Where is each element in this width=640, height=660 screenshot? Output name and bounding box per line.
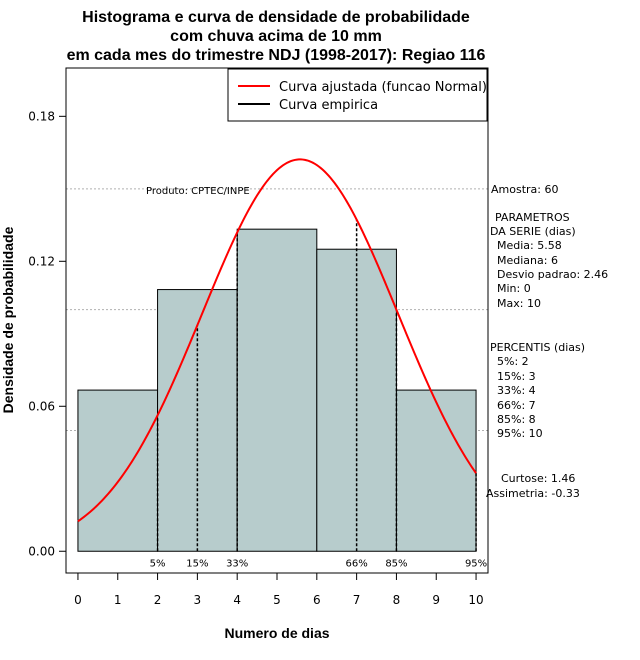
legend: Curva ajustada (funcao Normal) Curva emp… xyxy=(227,68,488,122)
x-tick-label-10: 10 xyxy=(468,593,483,607)
percentile-markers: 5% 15% 33% 66% 85% 95% xyxy=(150,219,487,569)
param-desvio: Desvio padrao: 2.46 xyxy=(497,268,608,281)
assimetria: Assimetria: -0.33 xyxy=(486,487,580,500)
stats-panel: Amostra: 60 PARAMETROS DA SERIE (dias) M… xyxy=(486,183,608,500)
percentis-title: PERCENTIS (dias) xyxy=(490,341,585,354)
x-tick-label-0: 0 xyxy=(74,593,82,607)
percentil-66: 66%: 7 xyxy=(497,399,536,412)
percentil-95: 95%: 10 xyxy=(497,427,543,440)
percentile-label-5: 95% xyxy=(465,558,487,569)
x-tick-label-6: 6 xyxy=(313,593,321,607)
x-tick-label-8: 8 xyxy=(393,593,401,607)
histogram-bars xyxy=(77,228,477,552)
x-axis-title: Numero de dias xyxy=(224,625,329,641)
product-annotation: Produto: CPTEC/INPE xyxy=(146,186,250,197)
axes: 0 1 2 3 4 5 6 7 8 9 10 0.00 0.06 0.12 0.18 xyxy=(28,109,483,607)
y-tick-label-1: 0.06 xyxy=(28,399,55,413)
x-tick-label-3: 3 xyxy=(194,593,202,607)
curtose: Curtose: 1.46 xyxy=(501,472,575,485)
legend-normal-label: Curva ajustada (funcao Normal) xyxy=(279,80,487,95)
x-tick-label-9: 9 xyxy=(432,593,440,607)
percentil-5: 5%: 2 xyxy=(497,355,529,368)
percentil-15: 15%: 3 xyxy=(497,370,536,383)
sample-size: Amostra: 60 xyxy=(491,183,558,196)
histogram-bar-0 xyxy=(77,389,159,552)
percentile-label-4: 85% xyxy=(385,558,407,569)
percentil-85: 85%: 8 xyxy=(497,413,536,426)
x-tick-label-1: 1 xyxy=(114,593,122,607)
y-tick-label-2: 0.12 xyxy=(28,254,55,268)
percentil-33: 33%: 4 xyxy=(497,384,536,397)
chart-title-line-3: em cada mes do trimestre NDJ (1998-2017)… xyxy=(67,47,486,64)
params-title-2: DA SERIE (dias) xyxy=(490,225,576,238)
x-tick-label-7: 7 xyxy=(353,593,361,607)
x-tick-label-5: 5 xyxy=(273,593,281,607)
x-tick-label-2: 2 xyxy=(154,593,162,607)
legend-empirical-label: Curva empirica xyxy=(279,98,378,113)
percentile-label-0: 5% xyxy=(150,558,166,569)
legend-box xyxy=(227,68,488,122)
x-tick-label-4: 4 xyxy=(233,593,241,607)
chart-title-line-1: Histograma e curva de densidade de proba… xyxy=(82,9,470,26)
percentile-label-3: 66% xyxy=(346,558,368,569)
param-max: Max: 10 xyxy=(497,297,541,310)
percentile-label-2: 33% xyxy=(226,558,248,569)
percentile-label-1: 15% xyxy=(186,558,208,569)
param-mediana: Mediana: 6 xyxy=(497,254,558,267)
chart-title-line-2: com chuva acima de 10 mm xyxy=(170,28,382,45)
y-tick-label-3: 0.18 xyxy=(28,109,55,123)
y-tick-label-0: 0.00 xyxy=(28,544,55,558)
param-media: Media: 5.58 xyxy=(497,239,562,252)
normal-curve-line xyxy=(77,158,477,523)
histogram-bar-2 xyxy=(236,228,318,552)
histogram-bar-4 xyxy=(395,389,477,552)
y-axis-title: Densidade de probabilidade xyxy=(0,226,16,413)
param-min: Min: 0 xyxy=(497,282,531,295)
params-title-1: PARAMETROS xyxy=(495,211,570,224)
